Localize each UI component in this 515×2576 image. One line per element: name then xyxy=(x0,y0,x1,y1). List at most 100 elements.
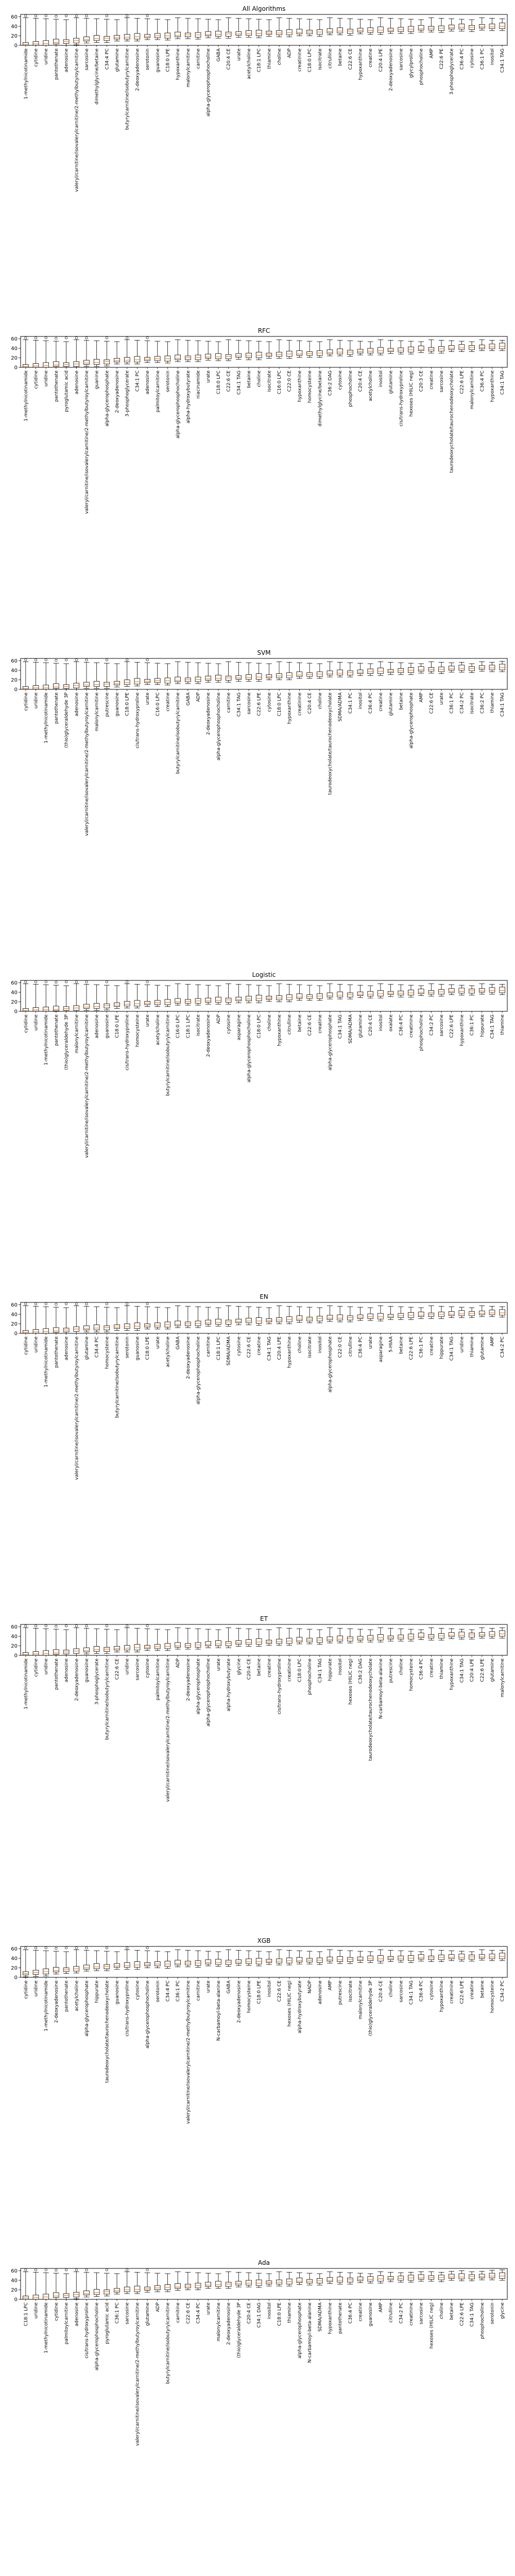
outlier-point xyxy=(85,1302,88,1306)
box-body xyxy=(357,1314,364,1319)
x-tick-label: C16:0 LPC xyxy=(277,370,282,394)
box-body xyxy=(458,344,465,350)
box xyxy=(154,19,161,40)
x-tick-label: inositol xyxy=(267,2302,272,2319)
x-tick-label: choline xyxy=(318,692,323,709)
outlier-point xyxy=(126,980,129,984)
box-body xyxy=(134,356,141,363)
x-tick-label: C22:6 CE xyxy=(227,370,232,392)
box xyxy=(469,985,475,996)
y-tick-label: 60 xyxy=(11,336,18,342)
box xyxy=(83,1624,90,1654)
box-body xyxy=(418,1633,424,1638)
box-body xyxy=(296,671,303,677)
x-tick-label: creatine xyxy=(429,370,434,389)
box xyxy=(104,658,110,689)
box xyxy=(377,2272,384,2284)
box-body xyxy=(255,1317,262,1324)
box xyxy=(347,2272,353,2284)
box xyxy=(73,1624,80,1656)
x-tick-label: serotonin xyxy=(125,1336,130,1358)
box xyxy=(316,2273,323,2285)
box xyxy=(316,1951,323,1965)
box xyxy=(489,2270,495,2280)
box xyxy=(327,984,333,999)
box xyxy=(377,340,384,355)
box-body xyxy=(205,1641,212,1646)
x-tick-label: malonylcarnitine xyxy=(500,1658,505,1698)
box-body xyxy=(23,364,29,368)
box-body xyxy=(377,990,384,996)
box xyxy=(276,1306,282,1324)
x-tick-label: C20:4 CE xyxy=(358,370,364,392)
box xyxy=(73,658,80,690)
x-tick-label: hypoxanthine xyxy=(328,2302,333,2334)
box xyxy=(185,1628,191,1650)
x-tick-label: C22:6 LPE xyxy=(450,1014,455,1038)
box-body xyxy=(367,668,374,674)
x-tick-label: putrescine xyxy=(389,1658,394,1683)
box-body xyxy=(448,988,455,993)
x-tick-label: cytosine xyxy=(338,370,343,390)
box-body xyxy=(215,1318,221,1325)
outlier-point xyxy=(105,1302,108,1306)
x-tick-label: alpha-glycerophosphocholine xyxy=(206,48,211,117)
box-body xyxy=(246,1318,252,1324)
box xyxy=(469,1951,475,1962)
x-tick-label: cytosine xyxy=(267,692,272,712)
box xyxy=(316,985,323,1001)
x-tick-label: C22:0 CE xyxy=(338,1336,343,1358)
box xyxy=(23,658,29,690)
box-body xyxy=(246,1639,252,1645)
box xyxy=(398,1306,404,1320)
outlier-point xyxy=(146,1624,149,1628)
x-tick-label: adenosine xyxy=(64,1658,70,1683)
box-body xyxy=(175,2283,181,2289)
box xyxy=(93,662,100,689)
box xyxy=(306,1951,313,1964)
box xyxy=(32,1946,39,1977)
x-tick-label: (thio)glyceraldehyde 3P xyxy=(64,692,70,748)
box-body xyxy=(83,1964,90,1970)
x-tick-label: hypoxanthine xyxy=(490,370,495,402)
box xyxy=(489,984,495,995)
x-tick-label: C20:4 CE xyxy=(379,1980,384,2002)
plot-frame xyxy=(20,336,508,368)
box xyxy=(195,662,201,684)
box xyxy=(458,2270,465,2281)
box xyxy=(93,2272,100,2297)
box xyxy=(418,19,424,32)
box xyxy=(489,340,495,351)
box xyxy=(235,340,242,360)
box xyxy=(83,336,90,367)
box xyxy=(489,1628,495,1639)
box-body xyxy=(357,28,364,32)
box xyxy=(154,1629,161,1651)
box xyxy=(276,340,282,359)
outlier-point xyxy=(105,336,108,340)
box xyxy=(428,1306,435,1319)
box-body xyxy=(418,25,424,30)
x-tick-label: C36:4 PC xyxy=(419,1658,424,1680)
x-tick-label: AMP xyxy=(328,1980,333,1990)
box xyxy=(225,1628,232,1648)
x-tick-label: sarcosine xyxy=(439,370,444,393)
box xyxy=(286,18,293,37)
box xyxy=(306,1629,313,1645)
x-tick-label: C34:2 PC xyxy=(429,1014,434,1036)
box-body xyxy=(327,1956,333,1962)
box xyxy=(327,1628,333,1643)
box xyxy=(235,1628,242,1647)
box-body xyxy=(499,23,505,29)
box-body xyxy=(215,674,221,681)
x-tick-label: inositol xyxy=(379,1014,384,1031)
box xyxy=(23,2268,29,2300)
box xyxy=(246,340,252,360)
outlier-point xyxy=(105,1624,108,1628)
box xyxy=(175,1628,181,1650)
x-tick-label: alpha-glycerophosphocholine xyxy=(206,1658,211,1727)
box xyxy=(398,662,404,675)
x-tick-label: phosphocholine xyxy=(348,370,353,407)
x-tick-label: pantothenate xyxy=(54,1014,59,1046)
box xyxy=(104,1302,110,1332)
